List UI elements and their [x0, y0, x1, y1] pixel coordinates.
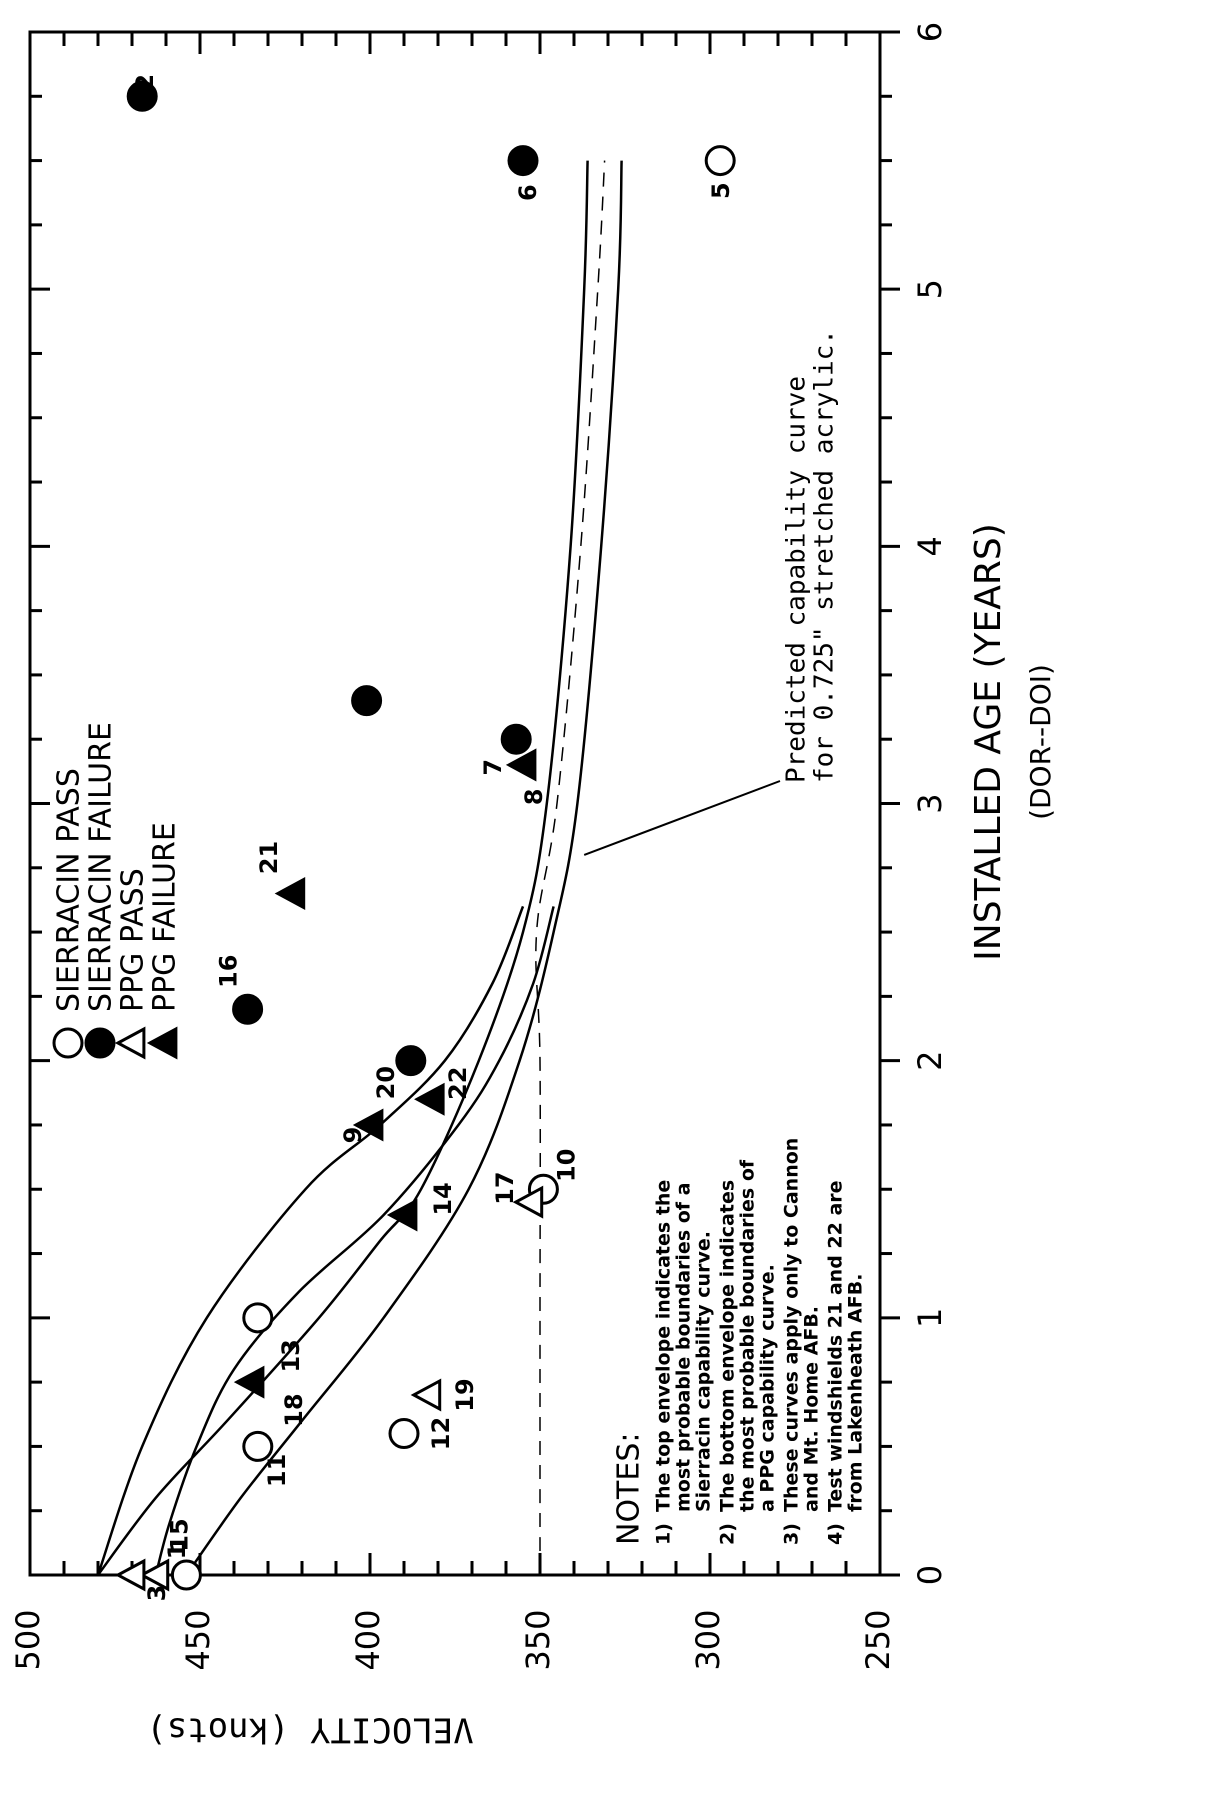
x-tick-label: 4: [911, 536, 949, 556]
point-sierracin_failure: [351, 685, 383, 717]
point-ppg_failure: [414, 1082, 445, 1116]
point-ppg_failure: [505, 748, 537, 782]
note-text: from Lakenheath AFB.: [845, 1274, 867, 1512]
note-text: These curves apply only to Cannon: [781, 1138, 803, 1512]
legend-label: PPG PASS: [116, 868, 151, 1012]
point-sierracin_failure: [232, 993, 264, 1025]
x-tick-label: 6: [911, 22, 949, 42]
point-label: 11: [263, 1454, 291, 1487]
point-ppg_pass: [410, 1378, 442, 1412]
note-number: 2): [717, 1523, 739, 1545]
legend-label: SIERRACIN PASS: [52, 768, 87, 1012]
x-axis-label: INSTALLED AGE (YEARS): [968, 523, 1009, 961]
point-label: 19: [451, 1378, 479, 1411]
point-sierracin_failure: [500, 723, 532, 755]
point-label: 1: [163, 1543, 191, 1560]
point-ppg_pass: [138, 1558, 170, 1592]
point-label: 16: [215, 955, 243, 988]
axis-labels: INSTALLED AGE (YEARS) (DOR--DOI) VELOCIT…: [146, 523, 1057, 1749]
curve-ppg-bottom: [185, 160, 623, 1576]
note-text: The top envelope indicates the: [653, 1180, 675, 1512]
y-tick-label: 250: [859, 1609, 897, 1670]
point-label: 4: [348, 696, 376, 713]
x-axis-sublabel: (DOR--DOI): [1024, 664, 1057, 820]
point-sierracin_failure: [507, 145, 539, 177]
point-ppg_failure: [274, 876, 306, 911]
note-text: and Mt. Home AFB.: [801, 1306, 823, 1512]
curve-ppg-top: [96, 160, 589, 1576]
envelope-curves: [96, 160, 623, 1576]
legend-label: PPG FAILURE: [148, 822, 183, 1012]
legend-marker: [146, 1026, 178, 1060]
note-text: the most probable boundaries of: [737, 1159, 759, 1512]
point-label: 5: [707, 182, 735, 199]
point-label: 18: [280, 1393, 308, 1426]
point-label: 6: [514, 184, 542, 201]
point-label: 9: [339, 1127, 367, 1144]
point-ppg_failure: [386, 1198, 418, 1232]
curve-predicted-acrylic: [535, 160, 606, 1575]
point-ppg_failure: [233, 1365, 265, 1399]
point-label: 8: [520, 789, 548, 806]
point-sierracin_failure: [126, 80, 158, 112]
x-tick-label: 3: [911, 793, 949, 813]
point-label: 14: [429, 1182, 457, 1215]
point-label: 10: [552, 1149, 580, 1182]
notes-block: NOTES: 1) The top envelope indicates themo…: [612, 1138, 867, 1545]
point-sierracin_pass: [242, 1302, 274, 1334]
point-ppg_pass: [512, 1185, 544, 1219]
point-label: 3: [143, 1585, 171, 1602]
y-tick-label: 350: [519, 1609, 557, 1670]
point-ppg_failure: [352, 1108, 384, 1142]
x-tick-label: 2: [911, 1050, 949, 1070]
annotation-text: for 0.725" stretched acrylic.: [810, 329, 840, 783]
legend-marker: [84, 1027, 116, 1059]
y-tick-label: 400: [349, 1609, 387, 1670]
note-number: 4): [825, 1523, 847, 1545]
point-label: 21: [255, 841, 283, 874]
legend-marker: [114, 1026, 146, 1060]
legend-marker: [52, 1027, 84, 1059]
curve-sierracin-bottom: [154, 906, 555, 1576]
point-label: 13: [277, 1339, 305, 1372]
point-sierracin_failure: [395, 1045, 427, 1077]
annotation-text: Predicted capability curve: [782, 376, 812, 783]
point-sierracin_pass: [242, 1430, 274, 1462]
note-text: Test windshields 21 and 22 are: [825, 1180, 847, 1512]
y-tick-label: 300: [689, 1609, 727, 1670]
note-number: 1): [653, 1523, 675, 1545]
curve-sierracin-top: [96, 905, 525, 1576]
point-ppg_pass: [114, 1558, 146, 1592]
x-tick-label: 0: [911, 1565, 949, 1585]
note-text: a PPG capability curve.: [757, 1264, 779, 1512]
point-sierracin_pass: [170, 1559, 202, 1591]
x-tick-label: 1: [911, 1308, 949, 1328]
note-text: Sierracin capability curve.: [693, 1231, 715, 1512]
note-text: The bottom envelope indicates: [717, 1180, 739, 1512]
point-label: 15: [165, 1518, 193, 1551]
point-label: 2: [131, 74, 159, 91]
legend-label: SIERRACIN FAILURE: [84, 722, 119, 1012]
notes-title: NOTES:: [612, 1433, 647, 1546]
point-label: 22: [444, 1067, 472, 1100]
note-text: most probable boundaries of a: [673, 1183, 695, 1513]
x-tick-label: 5: [911, 279, 949, 299]
point-label: 7: [479, 759, 507, 776]
annotation-leader: [583, 780, 781, 856]
y-axis-label: VELOCITY (knots): [146, 1710, 474, 1750]
point-label: 17: [491, 1171, 519, 1204]
y-tick-label: 450: [179, 1609, 217, 1670]
point-label: 20: [372, 1066, 400, 1099]
point-sierracin_pass: [388, 1418, 420, 1450]
y-tick-label: 500: [9, 1609, 47, 1670]
point-sierracin_pass: [704, 145, 736, 177]
note-number: 3): [781, 1523, 803, 1545]
point-label: 12: [427, 1417, 455, 1450]
